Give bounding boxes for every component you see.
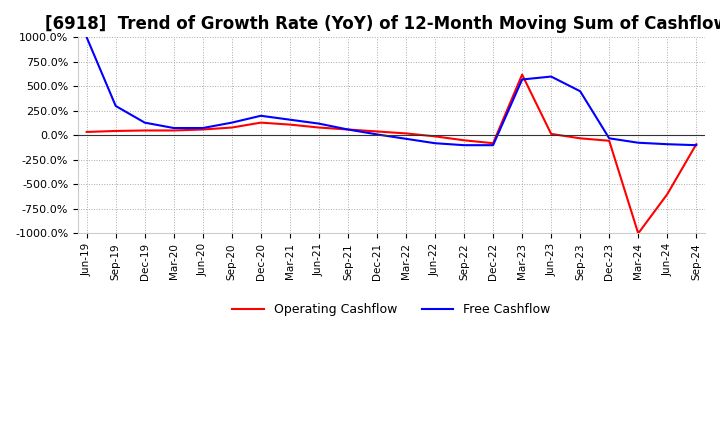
Free Cashflow [576, 88, 585, 94]
Operating Cashflow [402, 131, 410, 136]
Free Cashflow [634, 140, 642, 145]
Operating Cashflow [373, 129, 382, 134]
Operating Cashflow [546, 131, 555, 136]
Free Cashflow [489, 143, 498, 148]
Operating Cashflow [315, 125, 323, 130]
Operating Cashflow [112, 128, 120, 134]
Operating Cashflow [199, 127, 207, 132]
Free Cashflow [373, 132, 382, 137]
Operating Cashflow [692, 142, 701, 147]
Operating Cashflow [286, 122, 294, 127]
Operating Cashflow [634, 231, 642, 236]
Free Cashflow [343, 127, 352, 132]
Free Cashflow [256, 113, 265, 118]
Operating Cashflow [460, 138, 469, 143]
Legend: Operating Cashflow, Free Cashflow: Operating Cashflow, Free Cashflow [228, 298, 556, 321]
Free Cashflow [546, 74, 555, 79]
Title: [6918]  Trend of Growth Rate (YoY) of 12-Month Moving Sum of Cashflows: [6918] Trend of Growth Rate (YoY) of 12-… [45, 15, 720, 33]
Free Cashflow [402, 136, 410, 141]
Line: Free Cashflow: Free Cashflow [86, 37, 696, 145]
Operating Cashflow [605, 138, 613, 143]
Operating Cashflow [169, 128, 178, 133]
Operating Cashflow [140, 128, 149, 133]
Operating Cashflow [82, 129, 91, 135]
Free Cashflow [228, 120, 236, 125]
Free Cashflow [199, 125, 207, 131]
Operating Cashflow [431, 134, 439, 139]
Operating Cashflow [228, 125, 236, 130]
Free Cashflow [286, 117, 294, 122]
Operating Cashflow [576, 136, 585, 141]
Free Cashflow [315, 121, 323, 126]
Free Cashflow [431, 141, 439, 146]
Operating Cashflow [518, 72, 526, 77]
Free Cashflow [82, 35, 91, 40]
Free Cashflow [169, 125, 178, 131]
Operating Cashflow [343, 127, 352, 132]
Operating Cashflow [663, 191, 672, 197]
Free Cashflow [140, 120, 149, 125]
Free Cashflow [663, 142, 672, 147]
Free Cashflow [605, 136, 613, 141]
Operating Cashflow [256, 120, 265, 125]
Free Cashflow [518, 77, 526, 82]
Free Cashflow [692, 143, 701, 148]
Line: Operating Cashflow: Operating Cashflow [86, 75, 696, 234]
Free Cashflow [112, 103, 120, 109]
Free Cashflow [460, 143, 469, 148]
Operating Cashflow [489, 141, 498, 146]
